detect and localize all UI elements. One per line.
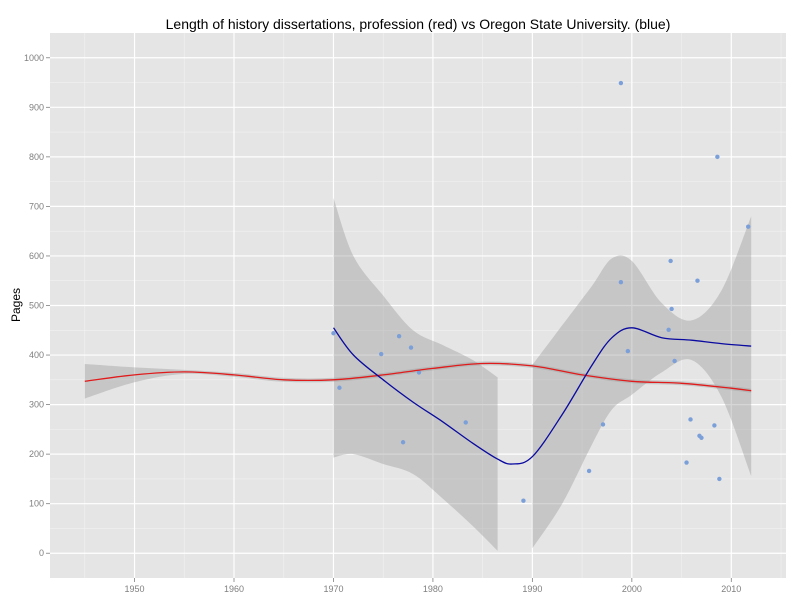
- data-point: [379, 351, 384, 357]
- data-point: [408, 345, 414, 350]
- x-tick-label: 1960: [224, 584, 244, 594]
- data-point: [521, 498, 526, 503]
- y-tick-label: 300: [29, 400, 44, 410]
- y-axis-ticks: 0 100 200 300 400 500 600 700 800 900 1000: [24, 53, 50, 558]
- y-tick-label: 700: [29, 201, 44, 211]
- data-point: [688, 417, 693, 422]
- data-point: [618, 80, 624, 86]
- data-point: [712, 423, 717, 428]
- osu-confidence-band: [333, 198, 498, 551]
- data-point: [331, 331, 336, 336]
- x-tick-label: 2000: [622, 584, 642, 594]
- y-tick-label: 500: [29, 301, 44, 311]
- major-gridlines: [50, 33, 786, 578]
- y-axis-label: Pages: [9, 288, 23, 322]
- data-point: [463, 420, 468, 425]
- y-tick-label: 100: [29, 499, 44, 509]
- data-point: [400, 440, 406, 445]
- data-point: [600, 422, 606, 427]
- data-point: [699, 435, 704, 440]
- data-point: [337, 385, 342, 390]
- chart-title: Length of history dissertations, profess…: [166, 16, 671, 32]
- data-point: [717, 476, 722, 482]
- data-point: [396, 334, 402, 339]
- data-point: [746, 224, 751, 229]
- y-tick-label: 200: [29, 449, 44, 459]
- y-tick-label: 800: [29, 152, 44, 162]
- data-point: [715, 154, 720, 160]
- osu-line: [332, 327, 752, 465]
- data-point: [684, 460, 689, 465]
- data-point: [416, 370, 422, 375]
- profession-line: [84, 362, 752, 392]
- data-point: [618, 280, 624, 285]
- y-tick-label: 400: [29, 350, 44, 360]
- y-tick-label: 900: [29, 102, 44, 112]
- data-point: [666, 327, 671, 332]
- data-point: [695, 278, 700, 283]
- minor-gridlines: [50, 33, 786, 578]
- x-tick-label: 2010: [721, 584, 741, 594]
- data-point: [668, 258, 673, 264]
- y-tick-label: 1000: [24, 53, 44, 63]
- smooth-lines: [84, 327, 752, 465]
- x-axis-ticks: 1950 1960 1970 1980 1990 2000 2010: [125, 578, 741, 594]
- y-tick-label: 600: [29, 251, 44, 261]
- data-point: [669, 306, 674, 312]
- x-tick-label: 1950: [125, 584, 145, 594]
- data-point: [672, 358, 677, 364]
- x-tick-label: 1980: [423, 584, 443, 594]
- y-tick-label: 0: [39, 548, 44, 558]
- data-point: [586, 468, 592, 474]
- x-tick-label: 1970: [323, 584, 343, 594]
- data-point: [625, 348, 631, 354]
- data-points: [331, 80, 751, 503]
- x-tick-label: 1990: [522, 584, 542, 594]
